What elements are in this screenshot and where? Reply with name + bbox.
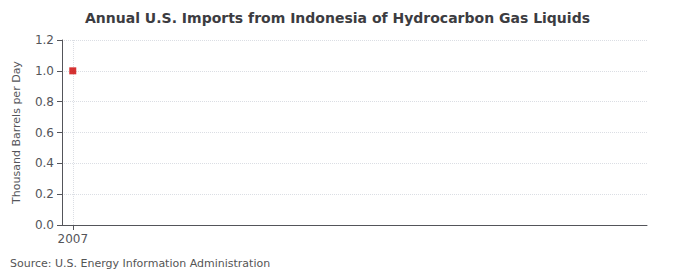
svg-text:0.0: 0.0 <box>35 218 54 232</box>
svg-text:0.2: 0.2 <box>35 187 54 201</box>
svg-text:0.4: 0.4 <box>35 156 54 170</box>
svg-text:1.2: 1.2 <box>35 33 54 47</box>
svg-text:2007: 2007 <box>57 232 88 246</box>
svg-text:Annual U.S. Imports from Indon: Annual U.S. Imports from Indonesia of Hy… <box>85 10 590 26</box>
svg-text:1.0: 1.0 <box>35 64 54 78</box>
svg-text:0.8: 0.8 <box>35 95 54 109</box>
svg-text:0.6: 0.6 <box>35 126 54 140</box>
svg-text:Source: U.S. Energy Informatio: Source: U.S. Energy Information Administ… <box>10 257 270 270</box>
svg-text:Thousand Barrels per Day: Thousand Barrels per Day <box>10 61 23 205</box>
